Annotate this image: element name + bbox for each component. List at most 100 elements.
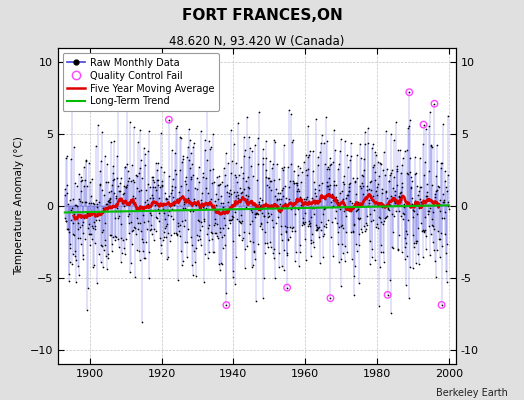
- Point: [134, 226, 142, 232]
- Point: [81, 235, 90, 242]
- Point: [296, 249, 304, 256]
- Point: [299, 219, 308, 225]
- Point: [410, 244, 419, 250]
- Point: [154, 177, 162, 183]
- Point: [292, 188, 301, 194]
- Point: [113, 204, 121, 211]
- Point: [156, 130, 165, 137]
- Point: [71, 202, 80, 208]
- Point: [207, 144, 215, 151]
- Point: [69, 196, 77, 202]
- Point: [260, 250, 269, 256]
- Point: [90, 262, 99, 268]
- Point: [242, 204, 250, 210]
- Point: [354, 280, 363, 286]
- Point: [239, 234, 247, 241]
- Point: [78, 199, 86, 206]
- Point: [114, 107, 122, 114]
- Point: [304, 218, 313, 225]
- Point: [444, 199, 453, 205]
- Point: [437, 160, 445, 166]
- Point: [259, 295, 267, 302]
- Point: [218, 179, 226, 186]
- Point: [369, 217, 378, 224]
- Point: [203, 231, 212, 238]
- Point: [443, 279, 451, 285]
- Point: [136, 165, 144, 172]
- Point: [137, 228, 145, 235]
- Point: [91, 226, 99, 233]
- Point: [277, 195, 286, 202]
- Point: [111, 232, 119, 239]
- Point: [424, 168, 433, 174]
- Point: [112, 193, 121, 199]
- Point: [257, 226, 266, 233]
- Point: [123, 182, 131, 188]
- Point: [374, 225, 382, 232]
- Point: [270, 245, 278, 252]
- Point: [270, 136, 279, 143]
- Point: [185, 136, 194, 143]
- Point: [213, 173, 222, 180]
- Point: [246, 207, 255, 213]
- Point: [306, 223, 314, 230]
- Point: [128, 228, 137, 234]
- Point: [196, 202, 204, 208]
- Point: [298, 200, 307, 206]
- Point: [204, 190, 212, 196]
- Point: [252, 211, 260, 218]
- Point: [307, 237, 315, 244]
- Point: [153, 176, 161, 183]
- Point: [436, 236, 444, 242]
- Point: [338, 222, 346, 228]
- Point: [411, 260, 420, 266]
- Point: [66, 245, 74, 251]
- Point: [361, 196, 369, 202]
- Point: [216, 260, 225, 266]
- Point: [194, 236, 202, 243]
- Point: [174, 195, 183, 202]
- Point: [379, 167, 387, 173]
- Point: [88, 236, 96, 242]
- Point: [340, 208, 348, 214]
- Point: [105, 195, 114, 201]
- Point: [375, 173, 383, 180]
- Point: [375, 303, 384, 310]
- Point: [141, 203, 150, 210]
- Point: [341, 138, 349, 144]
- Point: [396, 146, 405, 153]
- Point: [187, 174, 195, 180]
- Point: [204, 249, 213, 255]
- Point: [212, 190, 220, 197]
- Point: [381, 214, 389, 221]
- Point: [333, 166, 342, 172]
- Point: [345, 181, 354, 187]
- Point: [117, 175, 126, 181]
- Point: [230, 200, 238, 207]
- Point: [110, 176, 118, 182]
- Point: [220, 165, 228, 171]
- Point: [105, 197, 113, 203]
- Point: [160, 234, 169, 240]
- Point: [99, 228, 107, 235]
- Point: [82, 214, 90, 220]
- Point: [295, 196, 303, 202]
- Point: [99, 264, 107, 270]
- Point: [264, 175, 272, 182]
- Point: [442, 268, 450, 274]
- Point: [118, 250, 126, 257]
- Point: [410, 240, 418, 246]
- Point: [398, 183, 406, 190]
- Point: [77, 178, 85, 184]
- Point: [205, 167, 214, 173]
- Point: [402, 253, 411, 259]
- Point: [201, 251, 209, 257]
- Point: [397, 162, 406, 168]
- Point: [79, 229, 87, 236]
- Point: [305, 152, 313, 158]
- Point: [94, 217, 103, 224]
- Point: [342, 195, 351, 201]
- Point: [225, 216, 234, 223]
- Point: [409, 214, 417, 220]
- Point: [234, 195, 242, 201]
